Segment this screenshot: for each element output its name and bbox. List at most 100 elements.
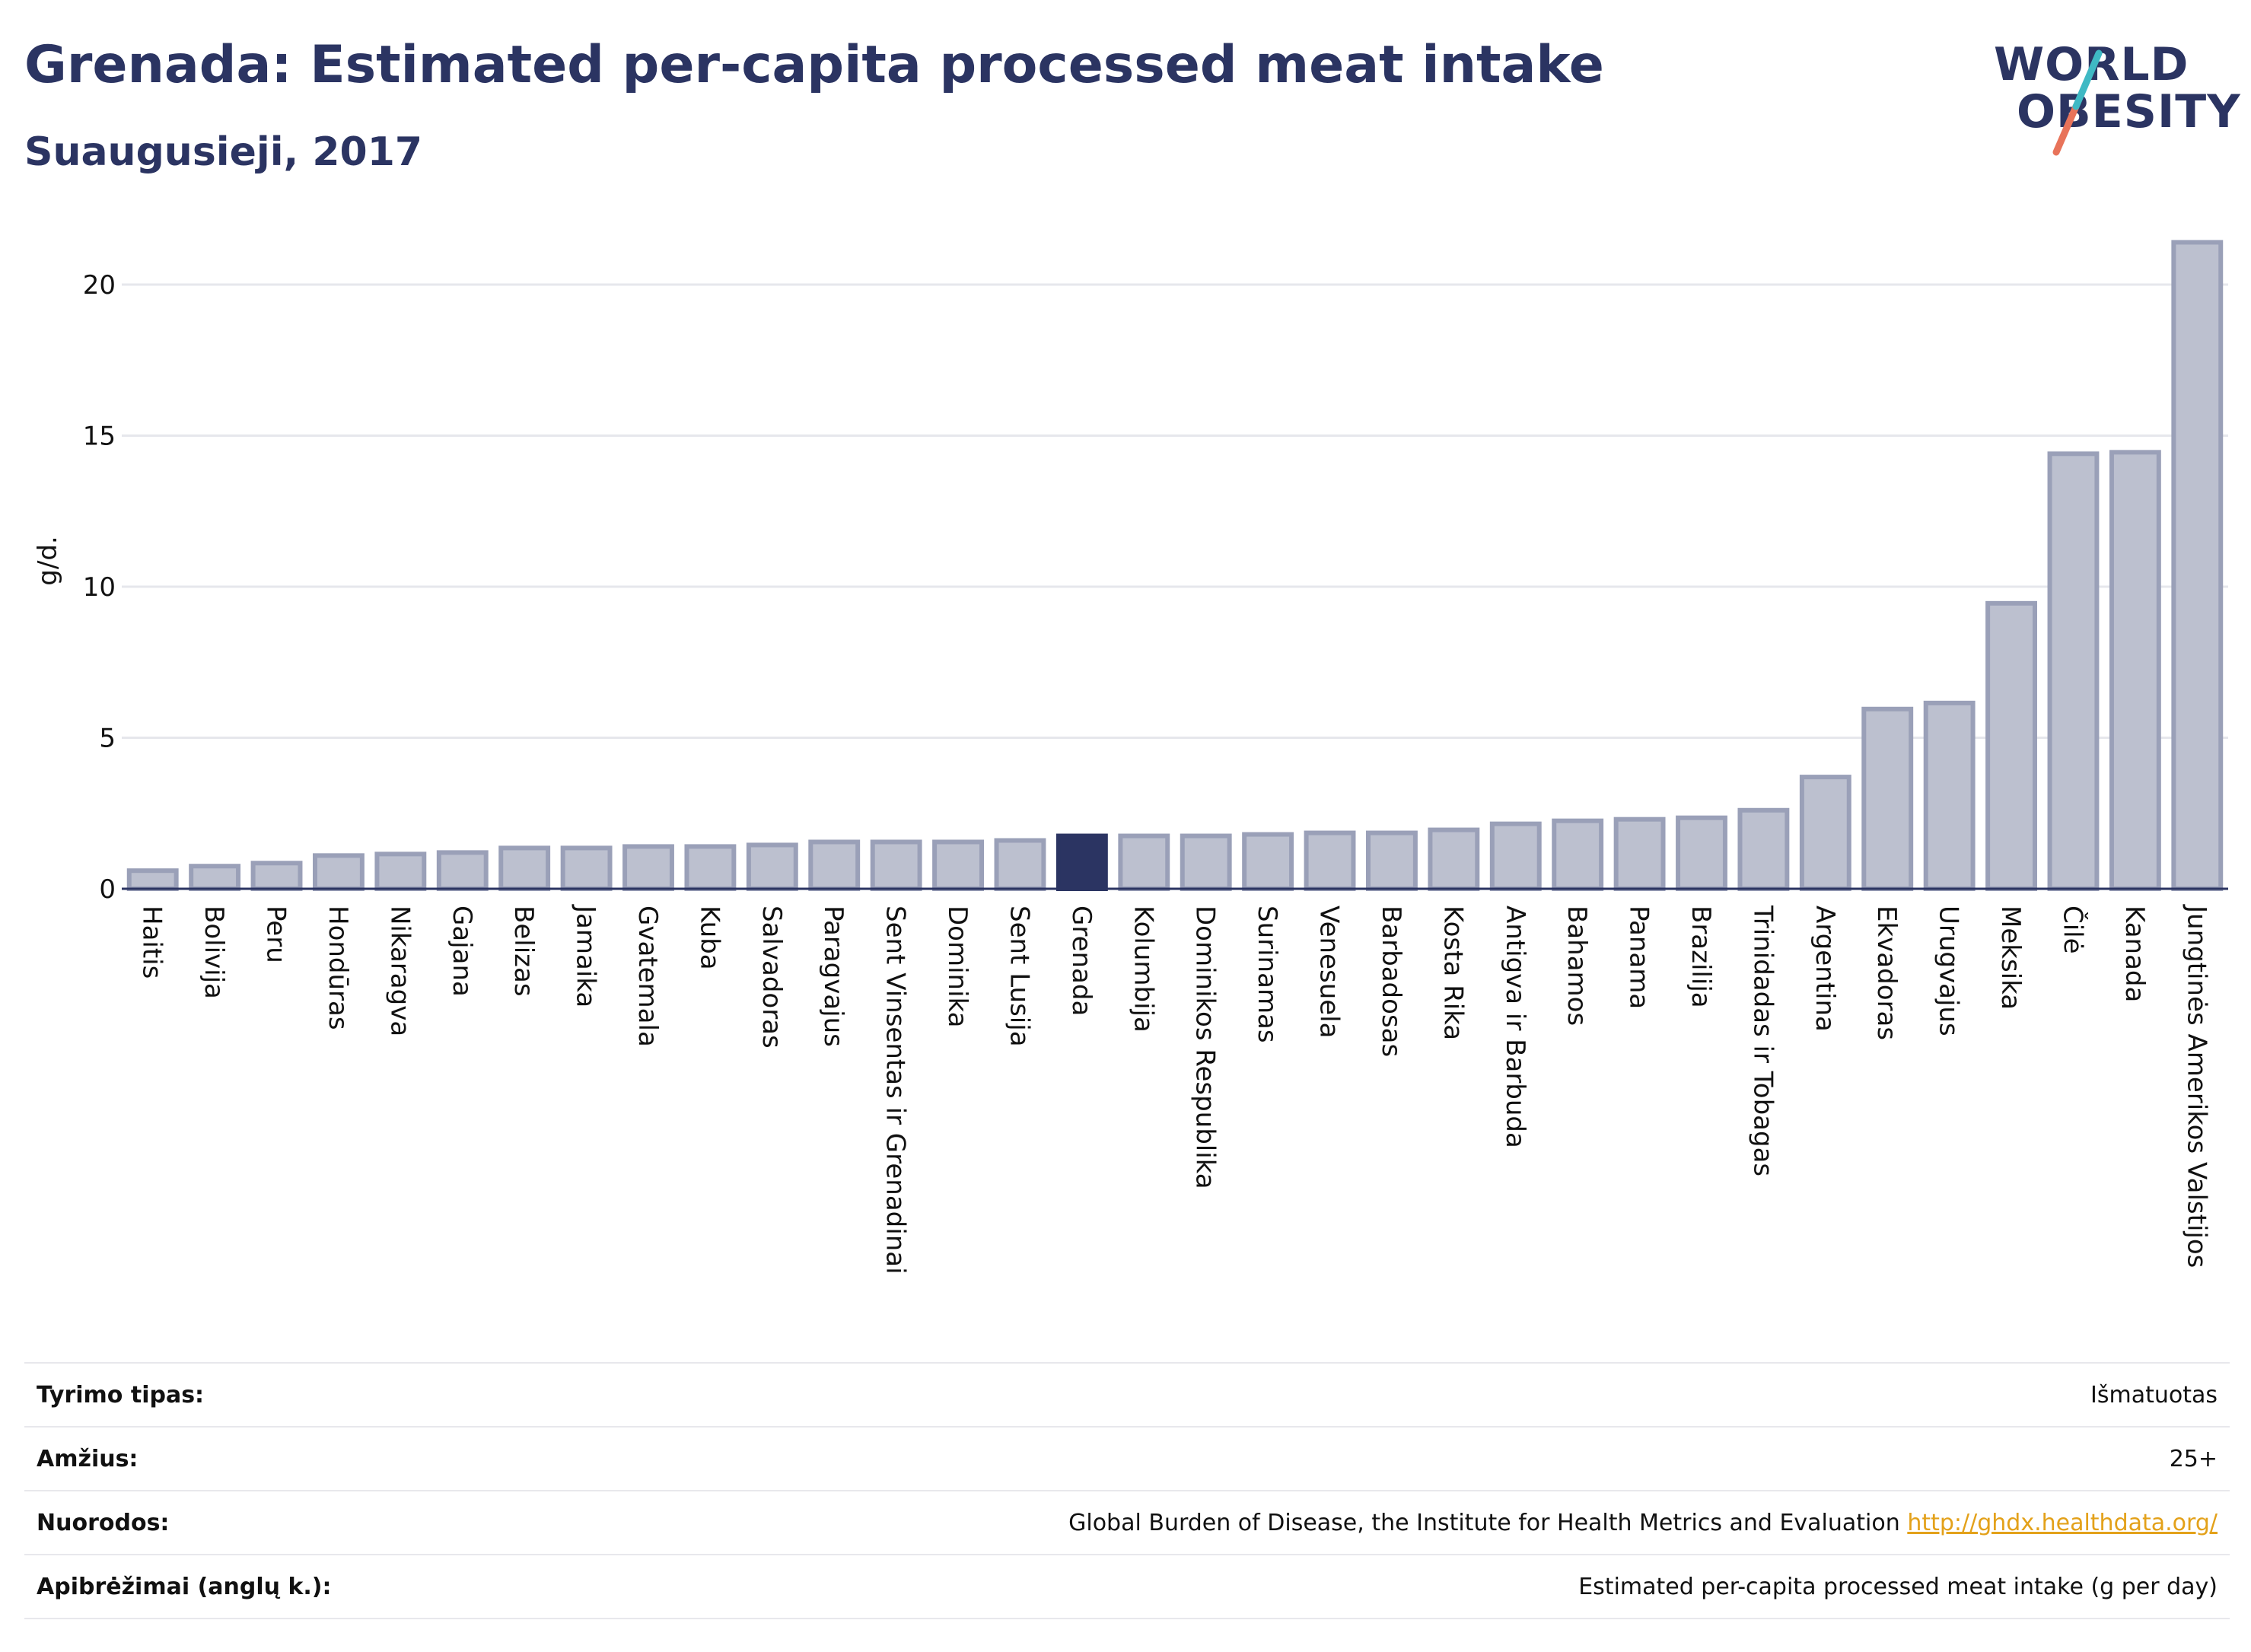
x-tick-label: Trinidadas ir Tobagas [1747,905,1778,1176]
metadata-value: Estimated per-capita processed meat inta… [1578,1574,2218,1600]
bar [870,839,922,891]
y-tick-label: 15 [83,422,116,452]
bar [746,842,798,892]
bar-chart: 0 5 10 15 20 Haitis Bolivija Peru Hondūras Nikar… [33,240,2228,1275]
bar [1118,833,1170,892]
y-tick-label: 10 [83,572,116,603]
x-tick-label: Sent Vinsentas ir Grenadinai [880,906,911,1275]
bars [126,240,2224,892]
x-tick-label: Gajana [447,906,477,997]
y-tick-label: 5 [99,724,116,754]
x-tick-label: Gvatemala [632,906,663,1047]
y-tick-label: 0 [99,874,116,905]
metadata-value: Global Burden of Disease, the Institute … [1068,1510,2218,1536]
chart-title: Grenada: Estimated per-capita processed … [24,35,1604,95]
x-tick-label: Grenada [1066,906,1097,1016]
bar [1428,827,1480,891]
x-tick-label: Argentina [1810,906,1840,1032]
metadata-key: Tyrimo tipas: [37,1382,205,1408]
x-tick-label: Ekvadoras [1871,906,1902,1040]
grid-lines [122,283,2228,739]
metadata-key: Amžius: [37,1446,138,1472]
x-tick-label: Bolivija [199,906,229,999]
metadata-row: Tyrimo tipas: Išmatuotas [24,1362,2230,1426]
x-tick-label: Barbadosas [1376,906,1406,1057]
x-tick-label: Jamaika [571,904,601,1007]
bar [1552,818,1604,892]
metadata-key: Apibrėžimai (anglų k.): [37,1574,332,1600]
bar [1613,816,1666,891]
bar [1923,700,1976,891]
y-tick-label: 20 [83,270,116,301]
x-tick-label: Panama [1624,906,1654,1009]
bar [1242,832,1294,892]
world-obesity-logo: WORLD OBESITY [1994,30,2240,160]
x-tick-label: Urugvajus [1934,906,1964,1036]
x-tick-label: Meksika [1995,906,2026,1010]
metadata-value-text: Estimated per-capita processed meat inta… [1578,1574,2218,1600]
bar [374,851,427,891]
x-tick-label: Peru [261,906,291,963]
bar [2047,451,2100,891]
logo-slash-icon [2052,49,2103,156]
bar [126,868,179,892]
y-tick-labels: 0 5 10 15 20 [83,270,116,905]
x-tick-label: Salvadoras [756,906,787,1049]
x-tick-label: Bahamos [1562,906,1592,1026]
x-tick-label: Čilė [2057,906,2088,954]
bar [436,850,489,891]
x-tick-label: Haitis [137,906,167,979]
x-tick-label: Sent Lusija [1004,906,1034,1047]
bar [1985,600,2037,892]
metadata-value: 25+ [2170,1446,2218,1472]
x-tick-label: Brazilija [1686,906,1716,1008]
bar [1366,830,1418,892]
metadata-row: Amžius: 25+ [24,1426,2230,1490]
x-tick-label: Surinamas [1252,906,1282,1043]
chart-subtitle: Suaugusieji, 2017 [24,129,423,175]
x-tick-label: Dominika [942,906,973,1027]
bar [1861,706,1914,891]
bar [1737,807,1790,892]
x-tick-label: Kanada [2119,906,2150,1002]
bar [1799,775,1851,891]
x-tick-label: Kolumbija [1128,906,1158,1033]
bar [2171,240,2224,892]
metadata-value-text: 25+ [2169,1446,2218,1472]
bar [498,845,551,892]
x-tick-labels: Haitis Bolivija Peru Hondūras Nikaragva Gajan… [137,904,2212,1275]
metadata-key: Nuorodos: [37,1510,170,1536]
bar [189,864,241,891]
x-tick-label: Jungtinės Amerikos Valstijos [2181,904,2211,1268]
metadata-row: Apibrėžimai (anglų k.): Estimated per-cap… [24,1554,2230,1619]
metadata-row: Nuorodos: Global Burden of Disease, the I… [24,1490,2230,1554]
metadata-value: Išmatuotas [2090,1382,2218,1408]
bar [1180,833,1232,892]
bar [250,861,303,892]
bar [2109,450,2161,891]
x-tick-label: Kuba [694,906,724,970]
x-tick-label: Dominikos Respublika [1190,906,1221,1189]
bar [1489,821,1542,892]
bar [808,839,861,891]
x-tick-label: Kosta Rika [1438,906,1468,1040]
bar [313,853,365,891]
x-tick-label: Venesuela [1314,906,1345,1038]
x-tick-label: Nikaragva [384,906,415,1036]
x-tick-label: Antigva ir Barbuda [1500,906,1530,1148]
bar-highlighted [1055,833,1108,892]
bar [622,844,674,892]
metadata-table: Tyrimo tipas: Išmatuotas Amžius: 25+ Nuorodo… [24,1362,2230,1619]
x-tick-label: Hondūras [323,906,353,1030]
bar [994,838,1046,891]
bar [932,839,984,891]
bar [1676,815,1727,891]
metadata-value-text: Global Burden of Disease, the Institute … [1068,1510,1900,1536]
y-axis-label: g/d. [33,536,63,585]
bar [684,844,737,892]
x-tick-label: Belizas [508,906,539,997]
bar [1304,830,1356,892]
source-link[interactable]: http://ghdx.healthdata.org/ [1907,1510,2218,1536]
metadata-value-text: Išmatuotas [2090,1382,2218,1408]
bar [560,845,613,892]
